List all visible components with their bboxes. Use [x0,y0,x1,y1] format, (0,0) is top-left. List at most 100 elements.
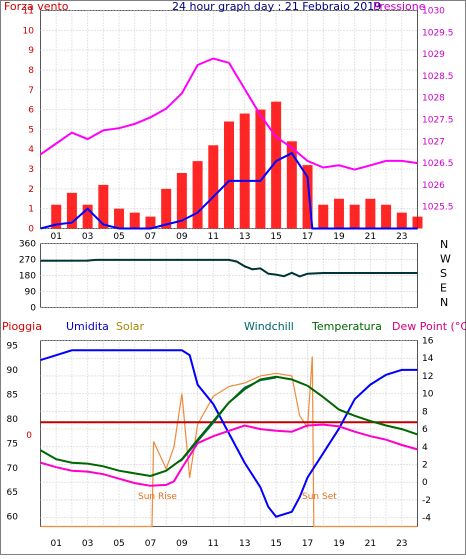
bottom-left-tick-label: 95 [7,341,18,351]
bottom-left-tick-label: 60 [7,513,19,523]
top-series-lines [39,57,418,230]
gust-bar [412,216,423,229]
top-x-tick-labels: 01 03 05 07 09 11 13 15 17 19 21 23 [50,232,407,242]
legend-pioggia: Pioggia [2,320,42,333]
gust-bar [145,216,156,229]
bottom-left-tick-label: 65 [7,488,18,498]
top-right-tick-label: 1025.5 [422,203,454,213]
bottom-x-tick-label: 15 [270,539,281,549]
top-right-tick-labels: 1025.5 1026 1026.5 1027 1027.5 1028 1028.5 1029… [422,7,454,213]
bottom-x-tick-label: 23 [396,539,407,549]
bottom-left-tick-label: 75 [7,439,18,449]
top-left-tick-label: 0 [28,225,34,235]
legend-dew-point: Dew Point (°C) [392,320,466,333]
mid-left-tick-label: 0 [30,304,36,314]
compass-label: N [440,238,448,251]
bottom-x-tick-label: 21 [365,539,376,549]
top-right-tick-label: 1029 [422,50,445,60]
top-left-tick-label: 10 [23,26,35,36]
top-x-tick-label: 13 [239,232,250,242]
gust-bar [208,145,219,229]
bottom-x-tick-label: 11 [208,539,219,549]
top-x-tick-label: 03 [82,232,93,242]
gust-bar [129,212,140,229]
top-right-tick-label: 1026 [422,181,445,191]
series-line-vento [40,151,418,230]
series-line-solar [40,356,418,528]
gust-bar [192,161,203,229]
top-right-tick-label: 1028 [422,94,445,104]
series-line-temperatura [40,375,418,478]
top-left-tick-label: 6 [28,106,34,116]
top-left-tick-label: 3 [28,165,34,175]
top-left-tick-label: 5 [28,125,34,135]
series-line-pressione [39,57,418,171]
top-left-tick-label: 11 [23,7,34,17]
top-x-tick-label: 05 [113,232,124,242]
bottom-x-tick-label: 09 [176,539,188,549]
bottom-grid [40,340,418,527]
gust-bar [51,204,62,229]
gust-bar [161,188,172,229]
top-x-tick-label: 15 [270,232,281,242]
top-x-tick-label: 07 [145,232,156,242]
bottom-x-tick-label: 05 [113,539,124,549]
bottom-right-tick-label: 8 [422,407,428,417]
legend-solar: Solar [116,320,145,333]
legend-temperatura: Temperatura [311,320,382,333]
bottom-x-tick-labels: 01 03 05 07 09 11 13 15 17 19 21 23 [50,539,407,549]
gust-bar [381,204,392,229]
gust-bar [224,121,234,229]
bottom-x-tick-label: 13 [239,539,250,549]
gust-bar [66,192,77,229]
top-chart-title: 24 hour graph day : 21 Febbraio 2019 [172,0,381,13]
bottom-right-tick-labels: -4 -2 0 2 4 6 8 10 12 14 16 [422,337,434,524]
mid-left-tick-label: 90 [25,288,37,298]
top-right-tick-label: 1030 [422,7,445,17]
top-right-tick-label: 1029.5 [422,28,454,38]
compass-label: E [440,282,447,295]
sun-rise-label: Sun Rise [138,492,177,502]
gust-bar [255,109,266,229]
bottom-right-tick-label: -4 [422,514,431,524]
bottom-x-tick-label: 19 [333,539,345,549]
bottom-x-tick-label: 03 [82,539,93,549]
series-line-umidita [40,349,418,518]
compass-label: W [440,253,451,266]
top-right-tick-label: 1027.5 [422,116,454,126]
mid-left-tick-labels: 0 90 180 270 360 [19,240,36,314]
legend-windchill: Windchill [244,320,294,333]
gust-bar [176,173,187,229]
top-right-axis-label: Pressione [373,0,426,13]
gust-bar [302,165,313,229]
compass-label: N [440,296,448,309]
bottom-left-tick-label: 85 [7,390,18,400]
series-line-dew-point-c [40,423,418,487]
bottom-right-tick-label: 0 [422,478,428,488]
top-left-tick-label: 7 [28,86,34,96]
bottom-series-lines [40,349,418,528]
pioggia-value-label: 0 [26,431,32,441]
bottom-left-tick-label: 70 [7,464,19,474]
bottom-right-tick-label: 14 [422,354,434,364]
top-right-tick-label: 1026.5 [422,159,454,169]
gust-bar [286,141,297,229]
top-left-axis-label: Forza vento [4,0,69,13]
top-right-tick-label: 1028.5 [422,72,454,82]
gust-bar [333,198,344,229]
top-x-tick-label: 01 [50,232,61,242]
gust-bar [396,212,407,229]
top-left-tick-label: 4 [28,145,34,155]
bottom-right-tick-label: 10 [422,390,434,400]
bottom-legend: Pioggia Umidita Solar Windchill Temperat… [2,320,466,333]
gust-bar [271,101,282,229]
bottom-left-tick-labels: 60 65 70 75 80 85 90 95 [7,341,19,522]
top-left-tick-label: 1 [28,205,34,215]
gust-bar [365,198,376,229]
bottom-x-tick-label: 07 [145,539,156,549]
bottom-right-tick-label: 4 [422,443,428,453]
